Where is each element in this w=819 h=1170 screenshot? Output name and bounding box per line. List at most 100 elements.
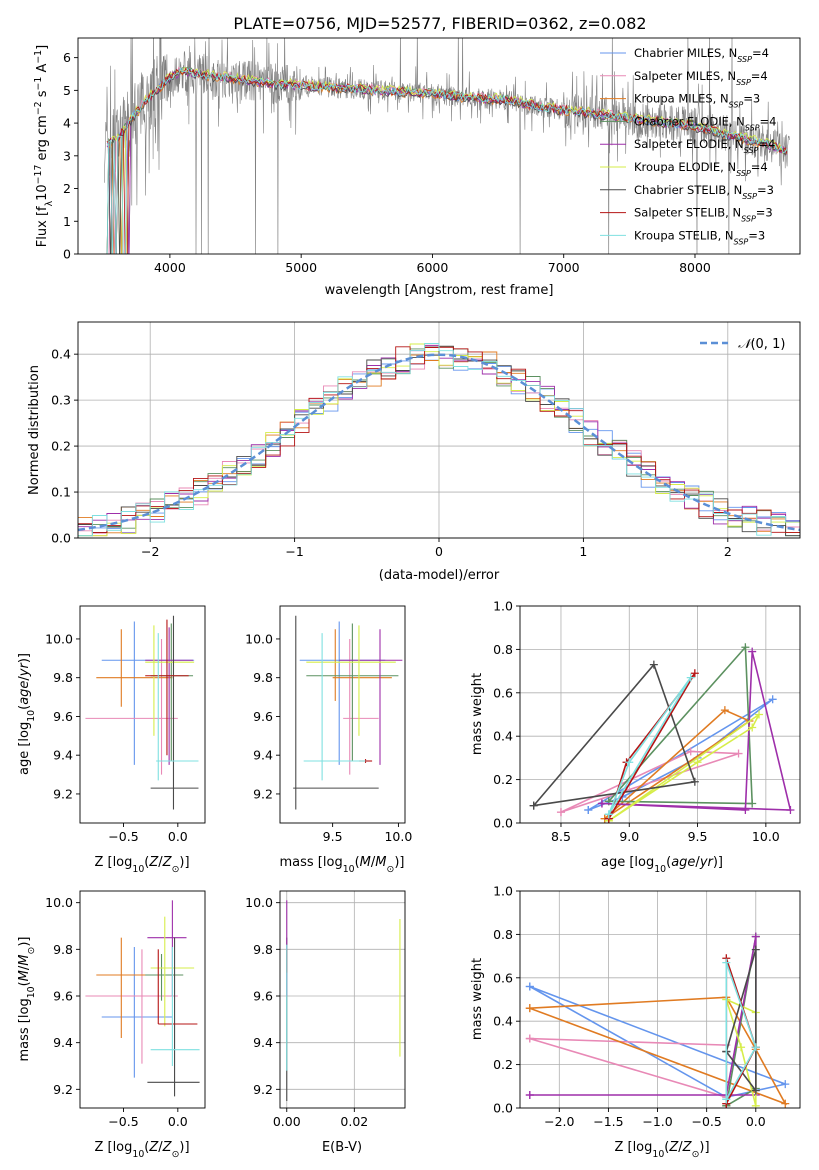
weight-line-kroupa_stelib <box>725 962 757 1100</box>
z-age-xlabel-part: Z [ <box>94 855 112 870</box>
y-tick-label: 0 <box>63 247 71 262</box>
legend-entry-salpeter_elodie: Salpeter ELODIE, NSSP=4 <box>634 137 775 155</box>
residual-xlabel: (data-model)/error <box>379 568 500 583</box>
weight-point-kroupa_stelib <box>625 758 634 767</box>
axes-frame <box>519 890 801 1109</box>
z-weight-xlabel-part: log <box>633 1140 653 1155</box>
legend-sub: SSP <box>742 191 757 200</box>
plot-area <box>104 38 790 254</box>
x-tick-label: −0.5 <box>691 1114 721 1129</box>
weight-point-salpeter_elodie <box>741 805 750 814</box>
weight-point-kroupa_stelib <box>751 1043 760 1052</box>
age-weight-xlabel-part: age <box>671 855 695 870</box>
y-tick-label: 1.0 <box>493 599 513 614</box>
x-tick-label: −1 <box>285 544 303 559</box>
legend-sub: SSP <box>744 146 759 155</box>
age-weight-xlabel-part: log <box>634 855 654 870</box>
axes-z_mass: −0.5 0.09.29.49.69.810.0Z [log10(Z/Z⊙)]ma… <box>17 890 206 1160</box>
age-weight-xlabel-part: )] <box>713 855 723 870</box>
mass-age-xlabel-part: M <box>375 855 386 870</box>
y-tick-label: 6 <box>63 50 71 65</box>
plot-area <box>286 900 401 1101</box>
mass-age-xlabel-part: log <box>323 855 343 870</box>
z-mass-ylabel-part: mass [ <box>17 1018 32 1061</box>
axes-frame <box>79 890 206 1109</box>
legend-suffix: =4 <box>760 114 777 128</box>
y-tick-label: 0.4 <box>493 729 513 744</box>
z-mass-ylabel-part: M <box>17 970 32 981</box>
z-mass-xlabel-part: )] <box>179 1140 189 1155</box>
weight-point-salpeter_stelib <box>690 669 699 678</box>
z-age-xlabel-part: Z <box>148 855 159 870</box>
y-tick-label: 9.2 <box>253 786 273 801</box>
x-tick-label: 7000 <box>548 260 580 275</box>
age-weight-ylabel: mass weight <box>470 673 485 755</box>
weight-point-kroupa_elodie <box>737 1043 746 1052</box>
spectrum-ylabel-part: 10 <box>35 184 50 201</box>
x-tick-label: −1.5 <box>593 1114 623 1129</box>
weight-line-kroupa_stelib <box>608 677 692 815</box>
z-age-ylabel-part: age <box>17 681 32 705</box>
z-weight-ylabel: mass weight <box>470 958 485 1040</box>
model-spectrum-salpeter_stelib <box>106 67 788 254</box>
axes-frame <box>279 605 406 824</box>
weight-line-kroupa_miles <box>604 709 752 820</box>
z-age-ylabel-part: age [ <box>17 742 32 775</box>
legend-label: Chabrier ELODIE, N <box>634 114 745 128</box>
legend-suffix: =3 <box>757 183 774 197</box>
x-tick-label: 0.02 <box>340 1114 368 1129</box>
y-tick-label: 9.2 <box>53 786 73 801</box>
z-weight-xlabel-part: 10 <box>652 1149 664 1160</box>
x-tick-label: 2 <box>724 544 732 559</box>
weight-point-chabrier_miles <box>584 805 593 814</box>
mass-age-xlabel-part: )] <box>394 855 404 870</box>
z-age-ylabel: age [log10(age/yr)] <box>17 653 37 775</box>
z-weight-xlabel-part: )] <box>699 1140 709 1155</box>
legend-label: Chabrier MILES, N <box>634 46 737 60</box>
plot-area <box>78 343 800 537</box>
y-tick-label: 9.8 <box>253 670 273 685</box>
y-tick-label: 9.4 <box>253 748 273 763</box>
z-mass-xlabel-part: / <box>158 1140 163 1155</box>
x-tick-label: 0.0 <box>746 1114 766 1129</box>
age-weight-xlabel-part: age [ <box>601 855 634 870</box>
z-weight-xlabel-part: ( <box>664 1140 669 1155</box>
weight-point-salpeter_miles <box>525 1034 534 1043</box>
weight-point-chabrier_miles <box>781 1080 790 1089</box>
legend-suffix: =3 <box>743 92 760 106</box>
histogram-kroupa_elodie <box>78 343 800 537</box>
spectrum-ylabel: Flux [fλ10−17 erg cm−2 s−1 A−1] <box>33 45 55 247</box>
legend-sub: SSP <box>745 123 760 132</box>
legend-entry-chabrier_miles: Chabrier MILES, NSSP=4 <box>634 46 769 64</box>
y-tick-label: 0.2 <box>493 772 513 787</box>
legend-sub: SSP <box>737 55 752 64</box>
x-tick-label: 10.0 <box>752 829 780 844</box>
weight-point-salpeter_elodie <box>597 799 606 808</box>
mass-age-xlabel-part: 10 <box>343 864 355 875</box>
x-tick-label: 5000 <box>285 260 317 275</box>
y-tick-label: 0.0 <box>51 531 71 546</box>
y-tick-label: 9.6 <box>53 709 73 724</box>
x-tick-label: 4000 <box>154 260 186 275</box>
weight-point-kroupa_stelib <box>604 810 613 819</box>
legend-label: Salpeter MILES, N <box>634 69 736 83</box>
y-tick-label: 9.2 <box>253 1082 273 1097</box>
x-tick-label: 9.5 <box>323 829 343 844</box>
z-mass-xlabel-part: Z <box>148 1140 159 1155</box>
z-weight-xlabel-part: Z <box>668 1140 679 1155</box>
y-tick-label: 9.4 <box>53 748 73 763</box>
weight-point-kroupa_miles <box>781 1099 790 1108</box>
y-tick-label: 5 <box>63 83 71 98</box>
z-age-ylabel-part: )] <box>17 653 32 663</box>
weight-point-chabrier_stelib <box>649 660 658 669</box>
x-tick-label: 0.0 <box>168 829 188 844</box>
legend-entry-chabrier_elodie: Chabrier ELODIE, NSSP=4 <box>634 114 776 131</box>
plot-area <box>293 615 403 810</box>
z-age-ylabel-part: yr <box>17 661 32 677</box>
x-tick-label: −2.0 <box>544 1114 574 1129</box>
legend-entry-kroupa_stelib: Kroupa STELIB, NSSP=3 <box>634 228 765 246</box>
x-tick-label: 9.5 <box>688 829 708 844</box>
normal-legend-label-part: (0, 1) <box>750 337 785 352</box>
